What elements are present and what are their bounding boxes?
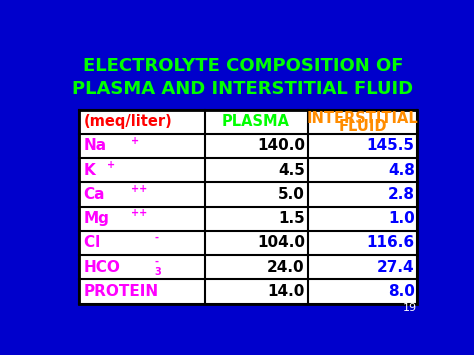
Text: HCO: HCO	[83, 260, 120, 275]
Text: INTERSTITIAL: INTERSTITIAL	[307, 111, 419, 126]
Text: -: -	[155, 257, 158, 267]
Text: 3: 3	[155, 267, 161, 277]
Text: PLASMA AND INTERSTITIAL FLUID: PLASMA AND INTERSTITIAL FLUID	[73, 80, 413, 98]
Text: 140.0: 140.0	[257, 138, 305, 153]
Text: ++: ++	[131, 184, 147, 194]
Text: 14.0: 14.0	[267, 284, 305, 299]
Text: Cl: Cl	[83, 235, 105, 251]
Text: Mg: Mg	[83, 211, 109, 226]
Text: +: +	[131, 136, 139, 146]
Text: FLUID: FLUID	[338, 119, 387, 134]
Text: 19: 19	[403, 303, 418, 313]
Text: -: -	[155, 233, 158, 243]
Text: 1.0: 1.0	[388, 211, 415, 226]
Text: 24.0: 24.0	[267, 260, 305, 275]
Text: PROTEIN: PROTEIN	[83, 284, 159, 299]
Text: 5.0: 5.0	[278, 187, 305, 202]
Text: Ca: Ca	[83, 187, 105, 202]
Text: 1.5: 1.5	[278, 211, 305, 226]
Text: 4.5: 4.5	[278, 163, 305, 178]
Text: 145.5: 145.5	[367, 138, 415, 153]
Bar	[80, 110, 418, 304]
Text: 104.0: 104.0	[257, 235, 305, 251]
Text: 4.8: 4.8	[388, 163, 415, 178]
Text: PLASMA: PLASMA	[222, 114, 290, 129]
Text: Na: Na	[83, 138, 107, 153]
Text: +: +	[107, 160, 115, 170]
Text: K: K	[83, 163, 95, 178]
Text: 27.4: 27.4	[377, 260, 415, 275]
Text: 116.6: 116.6	[366, 235, 415, 251]
Text: ++: ++	[131, 208, 147, 218]
Text: 8.0: 8.0	[388, 284, 415, 299]
Text: (meq/liter): (meq/liter)	[83, 114, 172, 129]
Text: 2.8: 2.8	[388, 187, 415, 202]
Text: ELECTROLYTE COMPOSITION OF: ELECTROLYTE COMPOSITION OF	[82, 57, 403, 75]
